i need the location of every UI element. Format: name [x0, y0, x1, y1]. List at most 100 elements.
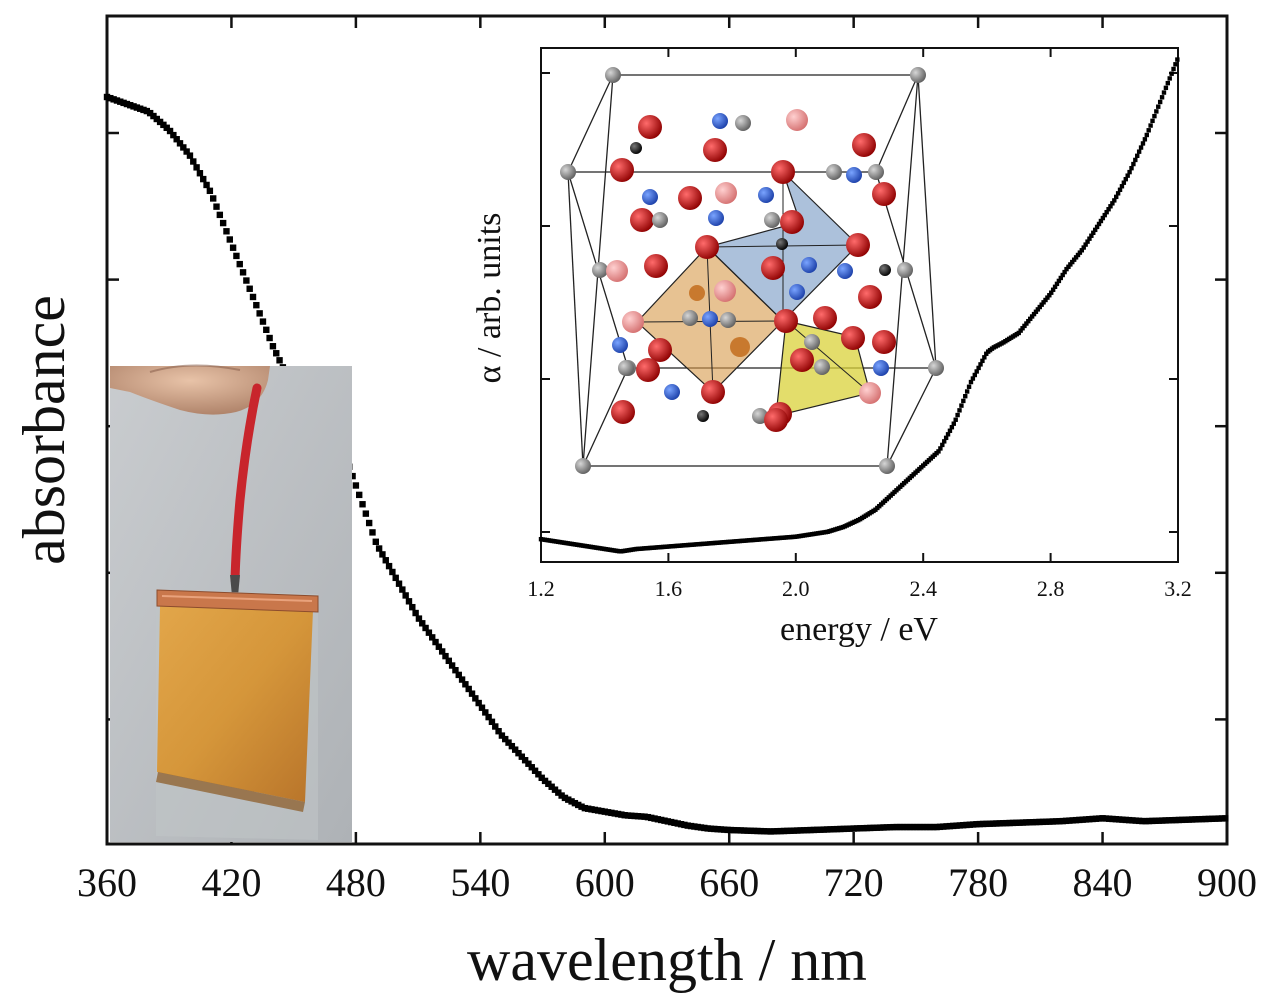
data-point [993, 820, 1000, 827]
main-plot-frame [105, 14, 1229, 846]
data-point [531, 767, 539, 774]
data-point [1052, 284, 1058, 290]
data-point [890, 823, 897, 831]
data-point [711, 825, 718, 833]
data-point [382, 557, 389, 564]
atom-pink [786, 109, 808, 131]
data-point [269, 343, 277, 350]
data-point [445, 657, 453, 665]
data-point [817, 826, 824, 833]
data-point [860, 824, 867, 832]
data-point [249, 293, 257, 301]
data-point [1049, 290, 1054, 295]
data-point [1119, 184, 1125, 189]
data-point [956, 822, 964, 829]
atom-red [761, 256, 785, 280]
crystal-structure-unit-cell [560, 67, 944, 474]
data-point [920, 823, 927, 831]
data-point [1085, 239, 1090, 244]
data-point [1026, 819, 1033, 826]
data-point [422, 624, 429, 632]
data-point [1102, 212, 1107, 218]
data-point [176, 140, 184, 147]
data-point [555, 789, 562, 796]
data-point [946, 822, 954, 830]
data-point [528, 764, 535, 771]
data-point [780, 827, 788, 835]
atom-red [790, 348, 814, 372]
atom-red [648, 338, 672, 362]
inset-x-tick-label: 3.2 [1164, 576, 1192, 601]
atom-red [701, 380, 725, 404]
data-point [1198, 815, 1206, 823]
data-point [395, 580, 403, 587]
data-point [951, 421, 956, 426]
data-point [774, 828, 781, 835]
data-point [734, 827, 741, 834]
data-point [691, 823, 698, 830]
data-point [701, 824, 708, 832]
data-point [847, 825, 854, 832]
data-point [1135, 817, 1143, 825]
atom-red [852, 133, 876, 157]
data-point [964, 389, 970, 394]
data-point [1172, 816, 1179, 824]
atom-red [774, 309, 798, 333]
data-point [943, 435, 949, 441]
atom-red [644, 254, 668, 278]
data-point [213, 203, 220, 210]
data-point [1192, 816, 1199, 823]
data-point [1045, 295, 1050, 300]
data-point [1146, 128, 1151, 133]
data-point [107, 94, 114, 102]
data-point [1150, 118, 1155, 124]
data-point [1117, 187, 1123, 192]
data-point [1208, 815, 1216, 822]
data-point [273, 350, 280, 357]
data-point [1064, 266, 1069, 272]
atom-grey [879, 458, 895, 474]
data-point [1075, 252, 1081, 258]
data-point [1100, 215, 1106, 221]
data-point [117, 98, 124, 105]
data-point [1036, 818, 1043, 826]
atom-grey [897, 262, 913, 278]
atom-red [638, 115, 662, 139]
data-point [1024, 321, 1029, 326]
data-point [1155, 817, 1163, 824]
data-point [903, 823, 910, 831]
data-point [1175, 57, 1180, 62]
data-point [253, 301, 260, 309]
data-point [568, 798, 575, 805]
red-wire [230, 383, 262, 585]
data-point [979, 820, 987, 828]
data-point [784, 827, 791, 835]
inset-x-tick-label: 2.8 [1037, 576, 1065, 601]
data-point [936, 823, 944, 831]
data-point [1154, 109, 1159, 114]
data-point [947, 428, 953, 433]
atom-grey [735, 115, 751, 131]
data-point [472, 695, 479, 702]
data-point [166, 127, 174, 135]
data-point [1171, 66, 1176, 72]
data-point [982, 355, 987, 360]
data-point [1167, 76, 1172, 81]
data-point [405, 598, 413, 605]
data-point [1142, 817, 1149, 825]
data-point [1023, 819, 1030, 826]
data-point [873, 824, 881, 831]
data-point [1182, 816, 1189, 823]
data-point [1112, 198, 1117, 203]
data-point [1122, 816, 1129, 824]
atom-black [879, 264, 891, 276]
data-point [631, 812, 638, 820]
data-point [601, 808, 608, 815]
data-point [1144, 132, 1149, 138]
data-point [505, 739, 512, 746]
data-point [938, 446, 943, 451]
data-point [833, 825, 841, 833]
data-point [256, 310, 263, 317]
data-point [1058, 275, 1063, 281]
atom-orange [689, 285, 705, 301]
